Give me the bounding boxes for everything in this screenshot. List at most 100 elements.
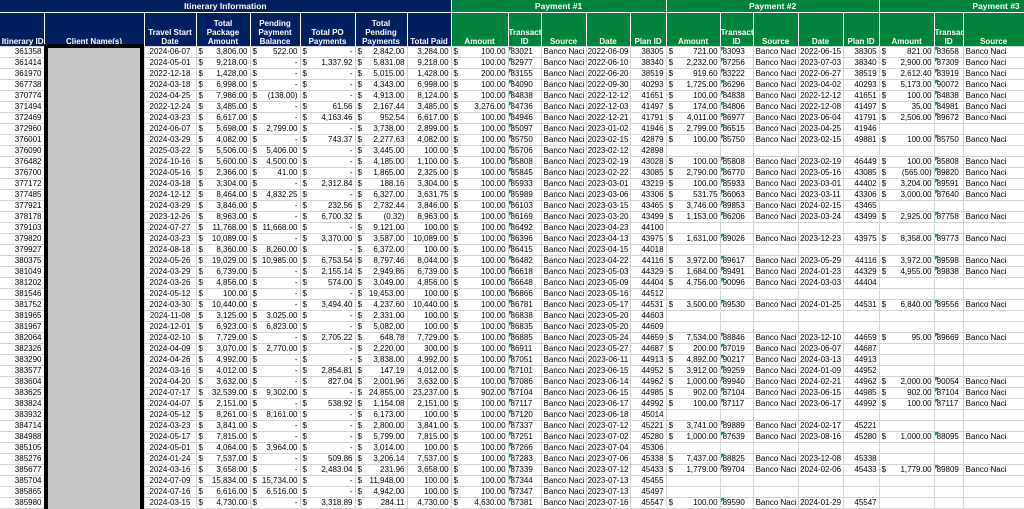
cell-p1-date[interactable]: 2023-07-06 (586, 453, 631, 465)
cell-p2-plan-id[interactable]: 45433 (843, 464, 880, 476)
cell-p3-amount[interactable]: $2,900.00 (879, 57, 935, 69)
cell-p2-transaction-id[interactable]: 88846 (720, 332, 754, 344)
cell-p2-date[interactable] (798, 409, 844, 421)
cell-p2-date[interactable] (798, 145, 844, 157)
cell-p3-transaction-id[interactable] (934, 354, 964, 366)
cell-total-pending-payments[interactable]: $9,121.00 (355, 222, 408, 234)
cell-total-po-payments[interactable]: $ - (300, 288, 356, 300)
cell-p1-date[interactable]: 2023-05-17 (586, 299, 631, 311)
cell-total-po-payments[interactable]: $743.37 (300, 134, 356, 146)
cell-p1-date[interactable]: 2023-04-22 (586, 255, 631, 267)
cell-p1-date[interactable]: 2022-06-20 (586, 68, 631, 80)
cell-p1-transaction-id[interactable]: 84946 (508, 112, 542, 124)
cell-pending-payment-balance[interactable]: $4,832.25 (250, 189, 301, 201)
cell-p2-source[interactable]: Banco Naci (753, 255, 799, 267)
cell-p1-date[interactable]: 2023-03-01 (586, 178, 631, 190)
cell-total-pending-payments[interactable]: $2,277.63 (355, 134, 408, 146)
cell-p3-transaction-id[interactable] (934, 222, 964, 234)
cell-total-package-amount[interactable]: $5,698.00 (196, 123, 251, 135)
cell-p2-transaction-id[interactable]: 87117 (720, 398, 754, 410)
cell-p3-source[interactable] (963, 244, 1024, 256)
cell-p2-date[interactable]: 2024-02-17 (798, 420, 844, 432)
cell-p1-plan-id[interactable]: 43085 (630, 167, 667, 179)
cell-p1-transaction-id[interactable]: 87337 (508, 420, 542, 432)
cell-p2-amount[interactable]: $200.00 (666, 343, 721, 355)
cell-p2-plan-id[interactable]: 38305 (843, 46, 880, 58)
cell-p2-plan-id[interactable]: 44402 (843, 178, 880, 190)
cell-total-package-amount[interactable]: $3,658.00 (196, 464, 251, 476)
cell-p1-date[interactable]: 2023-06-15 (586, 387, 631, 399)
header-client-name[interactable]: Client Name(s) (44, 12, 145, 47)
cell-total-pending-payments[interactable]: $6,372.00 (355, 244, 408, 256)
cell-p1-plan-id[interactable]: 43306 (630, 189, 667, 201)
cell-p1-plan-id[interactable]: 44100 (630, 222, 667, 234)
cell-p1-source[interactable]: Banco Naci (541, 387, 587, 399)
cell-p1-amount[interactable]: $100.00 (451, 343, 509, 355)
cell-total-po-payments[interactable]: $ - (300, 222, 356, 234)
cell-p3-amount[interactable]: $2,000.00 (879, 376, 935, 388)
cell-p3-transaction-id[interactable] (934, 123, 964, 135)
cell-p3-transaction-id[interactable]: 90054 (934, 376, 964, 388)
cell-p2-amount[interactable] (666, 310, 721, 322)
cell-p2-transaction-id[interactable]: 86977 (720, 112, 754, 124)
cell-itinerary-id[interactable]: 367738 (0, 79, 45, 91)
cell-p1-amount[interactable]: $902.00 (451, 387, 509, 399)
cell-p3-amount[interactable]: $8,358.00 (879, 233, 935, 245)
cell-total-po-payments[interactable]: $3,494.40 (300, 299, 356, 311)
cell-travel-start-date[interactable]: 2024-12-01 (144, 321, 197, 333)
cell-p3-transaction-id[interactable]: 89556 (934, 299, 964, 311)
cell-p1-source[interactable]: Banco Naci (541, 332, 587, 344)
header-p1-amount[interactable]: Amount (451, 12, 509, 47)
cell-total-po-payments[interactable]: $509.86 (300, 453, 356, 465)
cell-total-package-amount[interactable]: $4,064.00 (196, 442, 251, 454)
cell-p2-source[interactable]: Banco Naci (753, 420, 799, 432)
cell-travel-start-date[interactable]: 2024-04-07 (144, 398, 197, 410)
cell-p1-transaction-id[interactable]: 85097 (508, 123, 542, 135)
cell-p1-source[interactable]: Banco Naci (541, 167, 587, 179)
cell-itinerary-id[interactable]: 381546 (0, 288, 45, 300)
cell-itinerary-id[interactable]: 381752 (0, 299, 45, 311)
cell-p1-plan-id[interactable]: 45306 (630, 442, 667, 454)
cell-p1-date[interactable]: 2023-07-13 (586, 486, 631, 498)
cell-travel-start-date[interactable]: 2024-05-17 (144, 431, 197, 443)
cell-p1-source[interactable]: Banco Naci (541, 431, 587, 443)
cell-p2-source[interactable]: Banco Naci (753, 354, 799, 366)
cell-total-po-payments[interactable]: $2,854.81 (300, 365, 356, 377)
cell-p2-date[interactable]: 2023-05-29 (798, 255, 844, 267)
cell-pending-payment-balance[interactable]: $5,406.00 (250, 145, 301, 157)
cell-total-package-amount[interactable]: $6,739.00 (196, 266, 251, 278)
cell-p3-amount[interactable] (879, 321, 935, 333)
cell-total-po-payments[interactable]: $ - (300, 189, 356, 201)
cell-p2-plan-id[interactable]: 45338 (843, 453, 880, 465)
cell-travel-start-date[interactable]: 2024-05-16 (144, 167, 197, 179)
cell-total-po-payments[interactable]: $ - (300, 167, 356, 179)
cell-total-package-amount[interactable]: $4,012.00 (196, 365, 251, 377)
cell-travel-start-date[interactable]: 2023-12-26 (144, 211, 197, 223)
cell-p2-plan-id[interactable]: 41946 (843, 123, 880, 135)
cell-travel-start-date[interactable]: 2024-01-24 (144, 453, 197, 465)
cell-total-po-payments[interactable]: $ - (300, 343, 356, 355)
cell-p2-date[interactable]: 2024-01-29 (798, 497, 844, 509)
cell-total-po-payments[interactable]: $2,312.84 (300, 178, 356, 190)
cell-total-pending-payments[interactable]: $231.96 (355, 464, 408, 476)
cell-p1-plan-id[interactable]: 42898 (630, 145, 667, 157)
header-total-po-payments[interactable]: Total PO Payments (300, 12, 356, 47)
cell-p1-source[interactable]: Banco Naci (541, 398, 587, 410)
cell-p2-plan-id[interactable] (843, 442, 880, 454)
cell-p2-amount[interactable] (666, 486, 721, 498)
cell-p3-amount[interactable] (879, 409, 935, 421)
cell-p1-amount[interactable]: $100.00 (451, 475, 509, 487)
cell-p1-amount[interactable]: $100.00 (451, 255, 509, 267)
cell-p1-amount[interactable]: $100.00 (451, 266, 509, 278)
cell-p1-source[interactable]: Banco Naci (541, 68, 587, 80)
cell-p2-amount[interactable]: $3,912.00 (666, 365, 721, 377)
section-payment-1[interactable]: Payment #1 (451, 0, 667, 13)
cell-p2-plan-id[interactable]: 43465 (843, 200, 880, 212)
cell-pending-payment-balance[interactable]: $ - (250, 211, 301, 223)
cell-p1-plan-id[interactable]: 45014 (630, 409, 667, 421)
cell-p3-transaction-id[interactable]: 89598 (934, 255, 964, 267)
cell-p1-transaction-id[interactable]: 86169 (508, 211, 542, 223)
cell-total-paid[interactable]: 4,856.00 (407, 277, 452, 289)
cell-p1-date[interactable]: 2023-06-14 (586, 376, 631, 388)
cell-p2-source[interactable]: Banco Naci (753, 376, 799, 388)
